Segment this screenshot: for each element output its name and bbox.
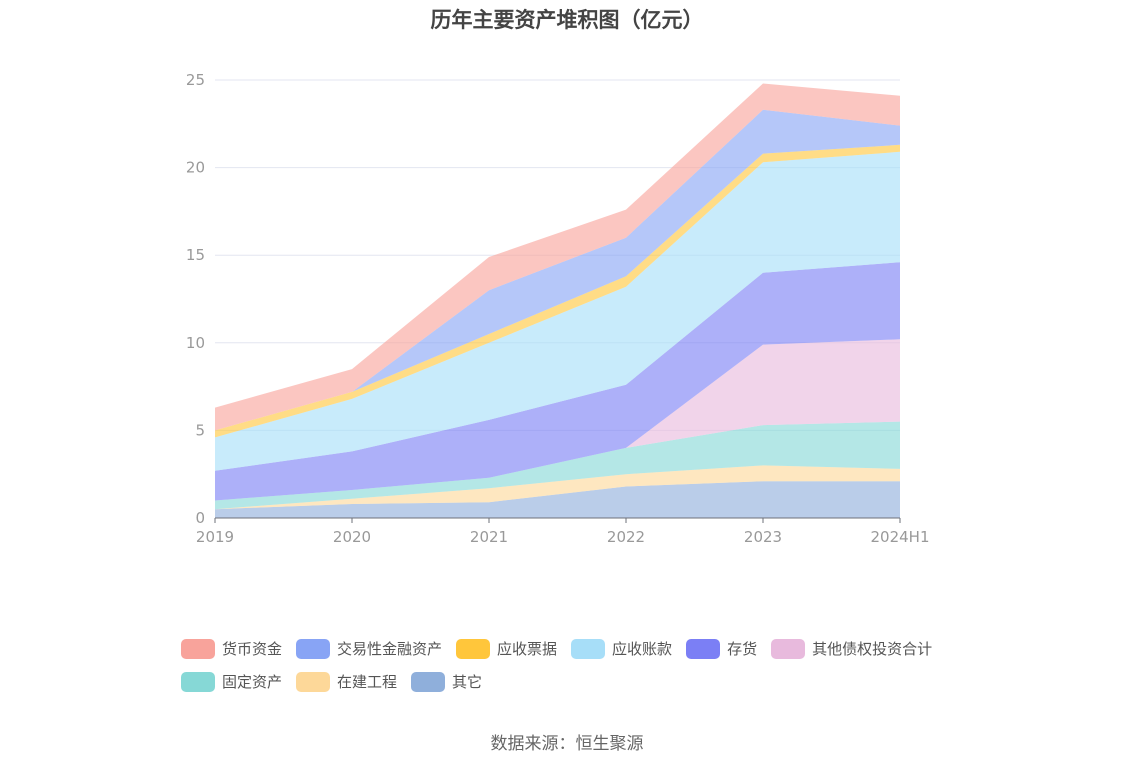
area-series-4[interactable] <box>215 262 900 501</box>
legend-label: 货币资金 <box>222 640 283 658</box>
legend-swatch <box>411 671 446 692</box>
legend-item[interactable]: 其他债权投资合计 <box>771 638 932 659</box>
data-source-note: 数据来源：恒生聚源 <box>490 734 644 754</box>
y-tick-label: 25 <box>186 71 205 89</box>
y-tick-label: 20 <box>186 159 205 177</box>
area-series-5[interactable] <box>215 151 900 471</box>
legend-swatch <box>296 638 331 659</box>
legend-item[interactable]: 固定资产 <box>181 671 282 692</box>
legend-label: 存货 <box>727 640 758 658</box>
area-series-1[interactable] <box>215 465 900 510</box>
legend-item[interactable]: 交易性金融资产 <box>296 638 442 659</box>
legend-item[interactable]: 其它 <box>411 671 482 692</box>
area-series-7[interactable] <box>215 109 900 431</box>
area-series-3[interactable] <box>215 339 900 501</box>
x-tick-label: 2019 <box>196 528 234 546</box>
y-tick-label: 5 <box>195 421 205 439</box>
area-series-8[interactable] <box>215 83 900 431</box>
legend-swatch <box>571 638 606 659</box>
legend-label: 其它 <box>452 673 483 691</box>
legend-item[interactable]: 存货 <box>686 638 757 659</box>
legend-label: 应收账款 <box>612 640 673 658</box>
legend-label: 固定资产 <box>222 673 283 691</box>
legend-item[interactable]: 货币资金 <box>181 638 282 659</box>
legend-swatch <box>181 638 215 659</box>
x-tick-label: 2024H1 <box>871 528 930 546</box>
area-series-2[interactable] <box>215 421 900 510</box>
chart-plot-area: 0 5 10 15 20 25 2019 2020 2021 2022 2023 2024H1 <box>186 71 930 546</box>
y-tick-label: 0 <box>195 509 205 527</box>
y-tick-label: 15 <box>186 246 205 264</box>
legend-label: 在建工程 <box>337 673 398 691</box>
legend-label: 交易性金融资产 <box>337 640 443 658</box>
legend-label: 其他债权投资合计 <box>812 640 933 658</box>
area-series-0[interactable] <box>215 481 900 518</box>
legend-item[interactable]: 应收票据 <box>456 638 557 659</box>
chart-title: 历年主要资产堆积图（亿元） <box>430 8 704 32</box>
legend-swatch <box>181 671 215 692</box>
legend-item[interactable]: 应收账款 <box>571 638 672 659</box>
x-tick-label: 2020 <box>333 528 371 546</box>
legend-swatch <box>456 638 491 659</box>
legend-label: 应收票据 <box>497 640 558 658</box>
x-tick-label: 2023 <box>744 528 782 546</box>
x-tick-label: 2022 <box>607 528 645 546</box>
x-tick-label: 2021 <box>470 528 508 546</box>
chart-legend: 货币资金 交易性金融资产 应收票据 应收账款 存货 其他债权投资合计 固定资产 在建工程 其它 <box>181 632 981 698</box>
legend-swatch <box>771 638 806 659</box>
y-tick-label: 10 <box>186 334 205 352</box>
legend-swatch <box>296 671 331 692</box>
legend-item[interactable]: 在建工程 <box>296 671 397 692</box>
legend-swatch <box>686 638 721 659</box>
